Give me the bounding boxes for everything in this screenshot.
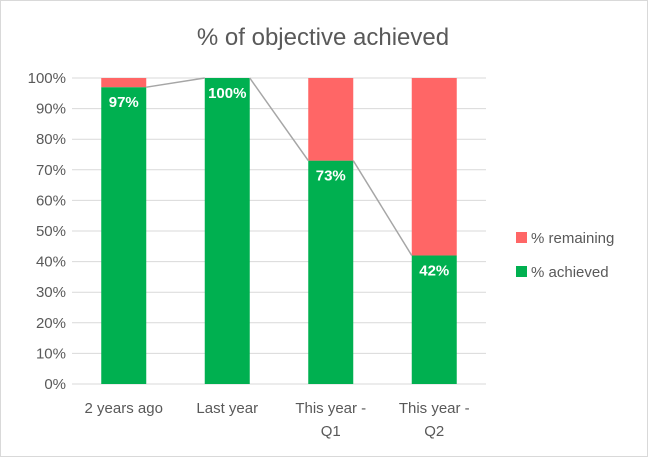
category-label: This year -: [295, 400, 366, 417]
data-labels: 97% 100% 73% 42%: [109, 85, 450, 279]
trend-line-segment: [352, 160, 413, 256]
y-tick-label: 30%: [36, 284, 66, 301]
category-label: 2 years ago: [85, 400, 163, 417]
data-label: 42%: [419, 262, 449, 279]
y-tick-label: 40%: [36, 254, 66, 271]
data-label: 73%: [316, 168, 346, 185]
y-tick-label: 70%: [36, 162, 66, 179]
legend-label: % remaining: [531, 230, 614, 247]
y-tick-label: 60%: [36, 192, 66, 209]
bar-segment: [204, 78, 250, 384]
y-tick-label: 100%: [28, 70, 66, 87]
y-tick-label: 80%: [36, 131, 66, 148]
trend-line-segment: [249, 77, 309, 162]
trend-line: [146, 77, 413, 256]
category-label: This year -: [399, 400, 470, 417]
category-label: Q2: [424, 423, 444, 440]
y-tick-label: 10%: [36, 345, 66, 362]
bar-segment: [101, 87, 147, 385]
bar-segment: [308, 78, 354, 161]
x-axis-category-labels: 2 years ago Last year This year - Q1 This ye…: [85, 400, 470, 440]
bar-segment: [308, 160, 354, 384]
legend-label: % achieved: [531, 264, 609, 281]
trend-line-segment: [146, 77, 205, 88]
data-label: 100%: [208, 85, 246, 102]
chart-title: % of objective achieved: [197, 24, 449, 51]
legend-swatch: [516, 232, 527, 243]
y-tick-label: 90%: [36, 101, 66, 118]
legend-swatch: [516, 266, 527, 277]
y-tick-label: 0%: [44, 376, 66, 393]
y-tick-label: 20%: [36, 315, 66, 332]
bar-segment: [101, 78, 147, 88]
bars: [101, 78, 457, 385]
bar-segment: [411, 255, 457, 384]
y-tick-label: 50%: [36, 223, 66, 240]
data-label: 97%: [109, 94, 139, 111]
y-axis-tick-labels: 0% 10% 20% 30% 40% 50% 60% 70% 80% 90% 100%: [28, 70, 66, 393]
category-label: Q1: [321, 423, 341, 440]
category-label: Last year: [196, 400, 258, 417]
bar-segment: [411, 78, 457, 256]
legend: % remaining % achieved: [516, 230, 614, 281]
